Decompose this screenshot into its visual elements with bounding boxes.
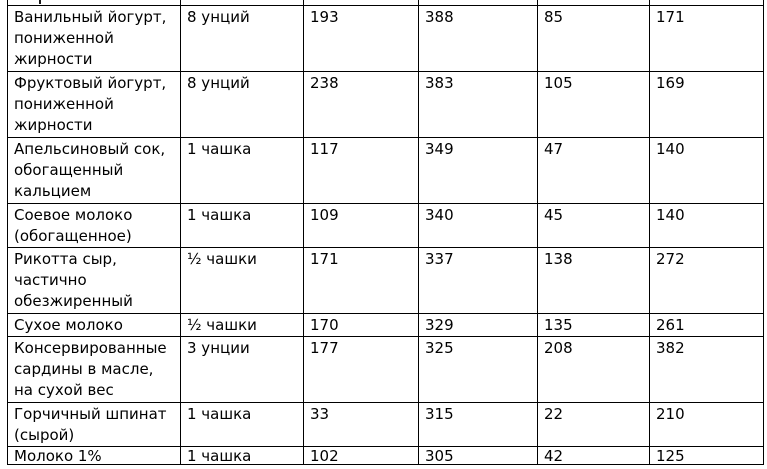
- serving-cell: 3 унции: [180, 336, 304, 403]
- value-cell: 138: [537, 247, 650, 314]
- value-cell: 329: [418, 313, 538, 337]
- serving-cell: 1 чашка: [180, 402, 304, 447]
- value-cell: 125: [649, 446, 764, 465]
- value-cell: 337: [418, 247, 538, 314]
- food-name-cell: Фруктовый йогурт, пониженной жирности: [7, 71, 181, 138]
- value-cell: 45: [537, 203, 650, 248]
- value-cell: 170: [303, 313, 419, 337]
- clipped-text-remnant: [39, 0, 41, 4]
- value-cell: 210: [649, 402, 764, 447]
- value-cell: 105: [537, 71, 650, 138]
- table-row: Соевое молоко (обогащенное) 1 чашка 109 …: [7, 203, 764, 248]
- food-name-cell: Горчичный шпинат (сырой): [7, 402, 181, 447]
- nutrition-table: Ванильный йогурт, пониженной жирности 8 …: [7, 0, 764, 465]
- value-cell: 42: [537, 446, 650, 465]
- value-cell: 140: [649, 137, 764, 204]
- serving-cell: 8 унций: [180, 5, 304, 72]
- serving-cell: ½ чашки: [180, 313, 304, 337]
- table-row: Ванильный йогурт, пониженной жирности 8 …: [7, 5, 764, 72]
- value-cell: 102: [303, 446, 419, 465]
- table-row: Молоко 1% 1 чашка 102 305 42 125: [7, 446, 764, 465]
- serving-cell: 8 унций: [180, 71, 304, 138]
- value-cell: 238: [303, 71, 419, 138]
- value-cell: 349: [418, 137, 538, 204]
- value-cell: 171: [649, 5, 764, 72]
- table-row: Рикотта сыр, частично обезжиренный ½ чаш…: [7, 247, 764, 314]
- value-cell: 193: [303, 5, 419, 72]
- food-name-cell: Консервированные сардины в масле, на сух…: [7, 336, 181, 403]
- value-cell: 33: [303, 402, 419, 447]
- food-name-cell: Рикотта сыр, частично обезжиренный: [7, 247, 181, 314]
- food-name-cell: Апельсиновый сок, обогащенный кальцием: [7, 137, 181, 204]
- value-cell: 305: [418, 446, 538, 465]
- value-cell: 383: [418, 71, 538, 138]
- value-cell: 382: [649, 336, 764, 403]
- value-cell: 177: [303, 336, 419, 403]
- value-cell: 47: [537, 137, 650, 204]
- serving-cell: 1 чашка: [180, 203, 304, 248]
- serving-cell: 1 чашка: [180, 446, 304, 465]
- table-row: Апельсиновый сок, обогащенный кальцием 1…: [7, 137, 764, 204]
- value-cell: 315: [418, 402, 538, 447]
- serving-cell: ½ чашки: [180, 247, 304, 314]
- value-cell: 85: [537, 5, 650, 72]
- value-cell: 340: [418, 203, 538, 248]
- table-row: Горчичный шпинат (сырой) 1 чашка 33 315 …: [7, 402, 764, 447]
- value-cell: 272: [649, 247, 764, 314]
- table-row: Консервированные сардины в масле, на сух…: [7, 336, 764, 403]
- food-name-cell: Молоко 1%: [7, 446, 181, 465]
- food-name-cell: Сухое молоко: [7, 313, 181, 337]
- serving-cell: 1 чашка: [180, 137, 304, 204]
- value-cell: 117: [303, 137, 419, 204]
- food-name-cell: Соевое молоко (обогащенное): [7, 203, 181, 248]
- table-row: Сухое молоко ½ чашки 170 329 135 261: [7, 313, 764, 337]
- table-row: Фруктовый йогурт, пониженной жирности 8 …: [7, 71, 764, 138]
- value-cell: 140: [649, 203, 764, 248]
- value-cell: 169: [649, 71, 764, 138]
- value-cell: 171: [303, 247, 419, 314]
- value-cell: 109: [303, 203, 419, 248]
- value-cell: 388: [418, 5, 538, 72]
- value-cell: 261: [649, 313, 764, 337]
- food-name-cell: Ванильный йогурт, пониженной жирности: [7, 5, 181, 72]
- value-cell: 208: [537, 336, 650, 403]
- value-cell: 22: [537, 402, 650, 447]
- value-cell: 135: [537, 313, 650, 337]
- value-cell: 325: [418, 336, 538, 403]
